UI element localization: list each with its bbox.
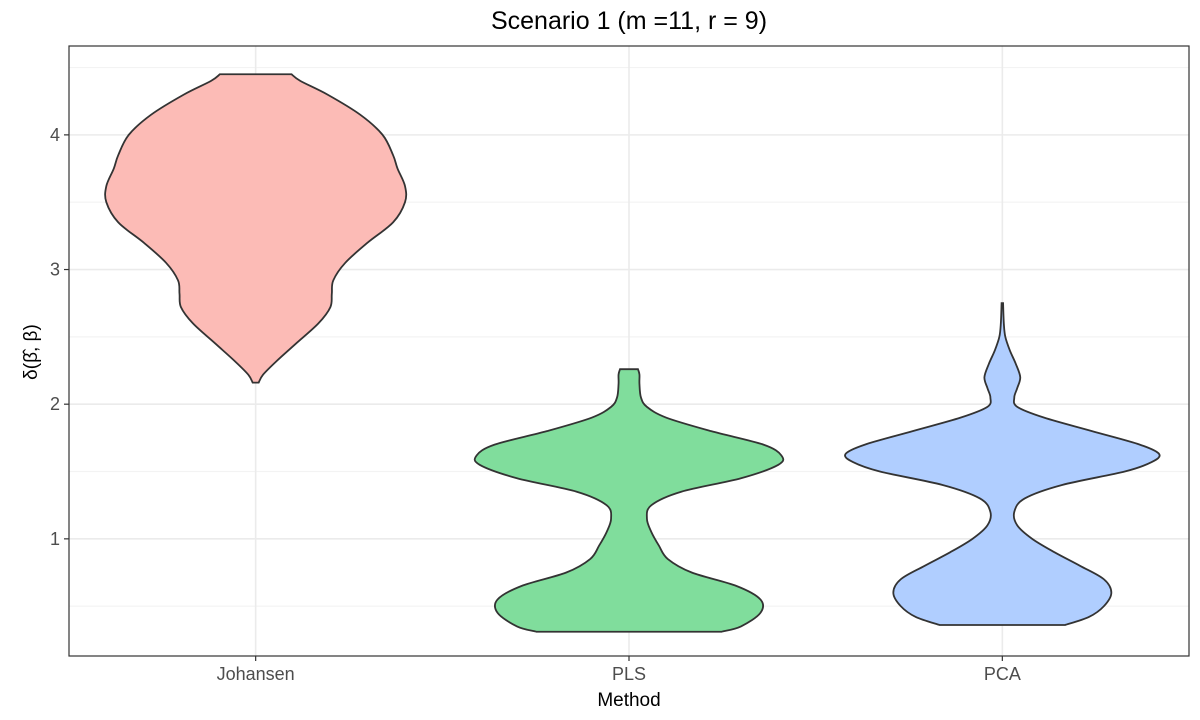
y-axis: 1 2 3 4 (50, 125, 69, 549)
y-tick-label: 3 (50, 260, 60, 280)
violin-johansen (104, 73, 408, 384)
y-tick-label: 1 (50, 529, 60, 549)
x-tick-label-pca: PCA (984, 664, 1021, 684)
y-tick-label: 2 (50, 394, 60, 414)
violin-pca (844, 302, 1161, 626)
x-axis-title: Method (597, 690, 660, 711)
chart-title: Scenario 1 (m =11, r = 9) (491, 7, 767, 35)
x-tick-label-pls: PLS (612, 664, 646, 684)
violin-pls (473, 368, 785, 633)
y-axis-title: δ(β̂, β) (21, 324, 42, 380)
x-axis: Johansen PLS PCA (217, 656, 1021, 684)
y-tick-label: 4 (50, 125, 60, 145)
violins (104, 73, 1161, 633)
x-tick-label-johansen: Johansen (217, 664, 295, 684)
